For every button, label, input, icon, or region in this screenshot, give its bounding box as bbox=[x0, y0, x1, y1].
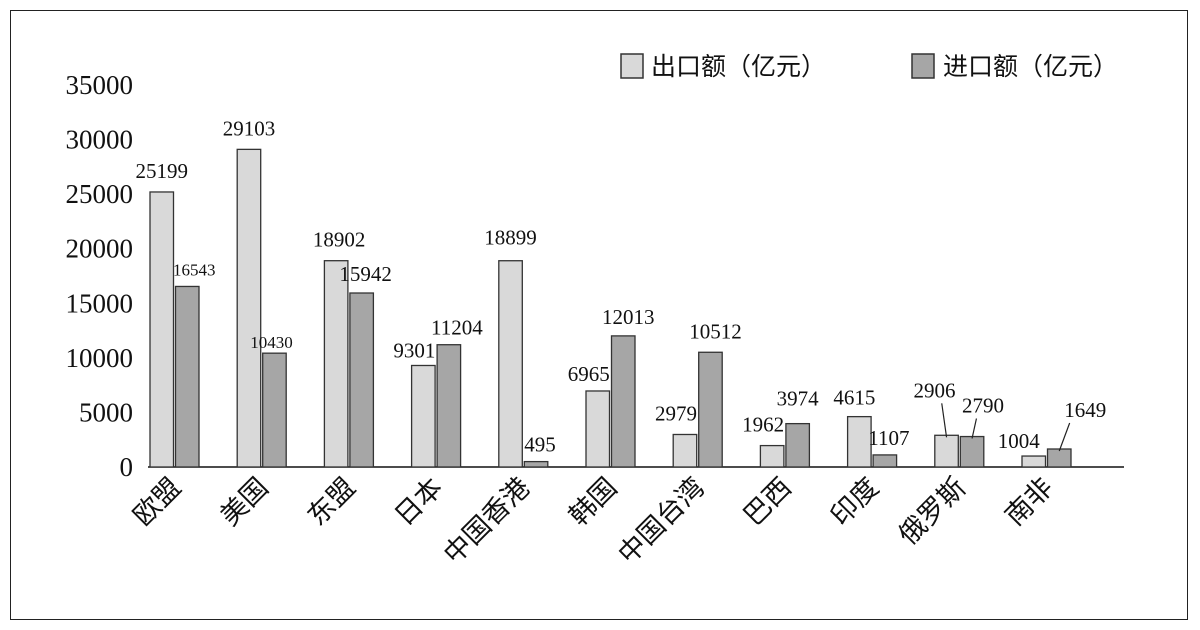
import-value-label: 15942 bbox=[339, 262, 392, 286]
import-bar bbox=[523, 460, 549, 468]
export-bar bbox=[934, 434, 959, 468]
category-label: 中国台湾 bbox=[612, 472, 710, 570]
category-label: 俄罗斯 bbox=[893, 472, 972, 551]
y-tick-label: 10000 bbox=[66, 343, 134, 373]
y-tick-label: 20000 bbox=[66, 234, 134, 264]
category-label: 中国香港 bbox=[438, 472, 536, 570]
import-bar bbox=[436, 344, 462, 468]
export-bar bbox=[672, 433, 698, 468]
import-value-label: 16543 bbox=[173, 260, 216, 279]
category-label: 南非 bbox=[999, 472, 1059, 532]
chart-frame bbox=[10, 10, 1188, 620]
legend-label-export: 出口额（亿元） bbox=[651, 52, 826, 81]
import-value-label: 3974 bbox=[777, 387, 820, 411]
label-leader-line bbox=[971, 418, 978, 439]
export-bar bbox=[410, 364, 436, 468]
import-value-label: 11204 bbox=[431, 316, 483, 340]
export-bar bbox=[323, 260, 349, 468]
export-value-label: 4615 bbox=[833, 386, 875, 410]
export-value-label: 2979 bbox=[655, 401, 697, 425]
legend-swatch-import bbox=[911, 53, 935, 79]
y-tick-label: 15000 bbox=[66, 288, 134, 318]
bars bbox=[149, 148, 1072, 468]
export-bar bbox=[585, 390, 611, 468]
export-bar bbox=[149, 191, 175, 468]
import-bar bbox=[872, 454, 898, 468]
category-label: 东盟 bbox=[302, 472, 362, 532]
import-value-label: 1107 bbox=[868, 426, 909, 450]
import-value-label: 2790 bbox=[962, 394, 1004, 418]
legend-label-import: 进口额（亿元） bbox=[943, 52, 1118, 81]
y-tick-label: 30000 bbox=[66, 125, 134, 155]
category-label: 欧盟 bbox=[127, 472, 187, 532]
export-value-label: 9301 bbox=[393, 338, 435, 362]
import-bar bbox=[959, 435, 985, 468]
export-bar bbox=[498, 260, 523, 468]
y-tick-label: 5000 bbox=[79, 397, 133, 427]
export-value-label: 1004 bbox=[998, 429, 1041, 453]
export-bar bbox=[846, 415, 872, 468]
export-value-label: 18899 bbox=[484, 226, 537, 250]
import-bar bbox=[174, 285, 200, 468]
label-leader-line bbox=[1058, 422, 1071, 452]
export-bar bbox=[1021, 455, 1047, 468]
legend: 出口额（亿元） 进口额（亿元） bbox=[620, 52, 1118, 81]
import-value-label: 10512 bbox=[689, 319, 742, 343]
import-value-label: 10430 bbox=[250, 333, 293, 352]
import-value-label: 1649 bbox=[1064, 398, 1106, 422]
category-label: 韩国 bbox=[563, 472, 623, 532]
export-bar bbox=[759, 444, 785, 468]
y-tick-label: 25000 bbox=[66, 179, 134, 209]
import-bar bbox=[610, 335, 636, 468]
import-bar bbox=[785, 422, 811, 468]
y-tick-label: 35000 bbox=[66, 70, 134, 100]
import-bar bbox=[1046, 448, 1072, 468]
category-label: 印度 bbox=[825, 472, 885, 532]
export-value-label: 18902 bbox=[313, 228, 366, 252]
label-leader-line bbox=[941, 403, 948, 438]
import-bar bbox=[698, 351, 723, 468]
export-bar bbox=[236, 148, 262, 468]
import-value-label: 12013 bbox=[602, 305, 655, 329]
export-value-label: 6965 bbox=[568, 362, 610, 386]
legend-swatch-export bbox=[620, 53, 644, 79]
import-value-label: 495 bbox=[524, 433, 556, 457]
category-label: 巴西 bbox=[738, 472, 798, 532]
export-value-label: 29103 bbox=[223, 116, 276, 140]
import-bar bbox=[262, 352, 287, 468]
export-value-label: 25199 bbox=[136, 159, 189, 183]
export-value-label: 1962 bbox=[742, 413, 784, 437]
category-label: 美国 bbox=[215, 472, 275, 532]
import-bar bbox=[349, 292, 375, 468]
y-axis-ticks: 0 5000 10000 15000 20000 25000 30000 35000 bbox=[66, 70, 134, 482]
y-tick-label: 0 bbox=[120, 452, 134, 482]
category-label: 日本 bbox=[389, 472, 449, 532]
export-value-label: 2906 bbox=[914, 378, 956, 402]
